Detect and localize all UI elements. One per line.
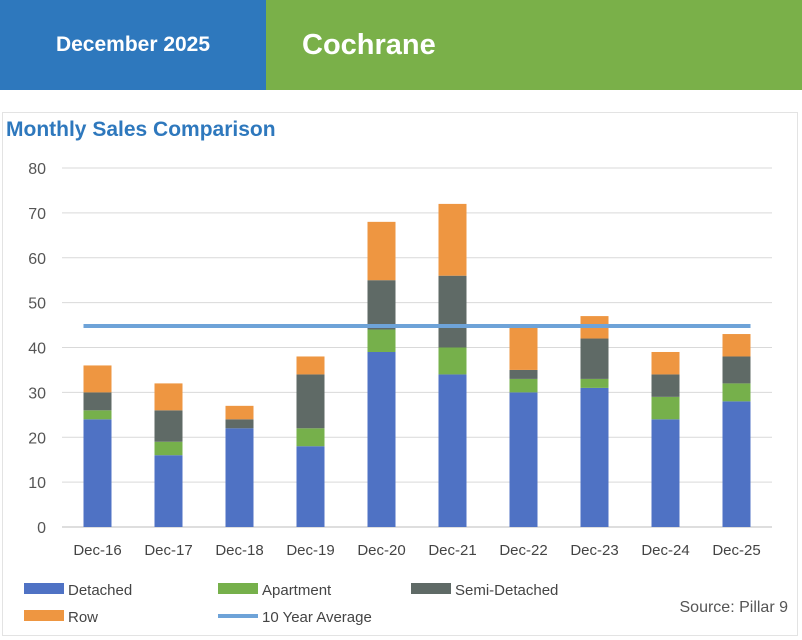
bar-apartment-dec-16 — [83, 410, 112, 420]
y-tick-label: 10 — [28, 475, 46, 492]
bar-detached-dec-23 — [580, 387, 609, 527]
bar-semi-detached-dec-17 — [154, 410, 183, 442]
x-tick-label: Dec-24 — [641, 542, 689, 559]
x-tick-label: Dec-25 — [712, 542, 760, 559]
bar-semi-detached-dec-19 — [296, 374, 325, 429]
legend-label-row: Row — [68, 609, 98, 626]
legend-label-semi-detached: Semi-Detached — [455, 582, 558, 599]
legend-swatch-semi-detached — [411, 583, 451, 594]
y-tick-label: 40 — [28, 341, 46, 358]
report-city: Cochrane — [266, 0, 802, 90]
bar-detached-dec-25 — [722, 401, 751, 527]
x-tick-label: Dec-17 — [144, 542, 192, 559]
bar-semi-detached-dec-20 — [367, 280, 396, 330]
bar-semi-detached-dec-25 — [722, 356, 751, 384]
bar-apartment-dec-25 — [722, 383, 751, 402]
chart-panel — [2, 112, 798, 636]
legend-label-apartment: Apartment — [262, 582, 332, 599]
bar-apartment-dec-21 — [438, 347, 467, 375]
bar-detached-dec-16 — [83, 419, 112, 527]
y-tick-label: 60 — [28, 251, 46, 268]
report-header: December 2025 Cochrane — [0, 0, 802, 90]
x-tick-label: Dec-19 — [286, 542, 334, 559]
bar-row-dec-20 — [367, 221, 396, 281]
bar-semi-detached-dec-18 — [225, 419, 254, 429]
legend-swatch-row — [24, 610, 64, 621]
bar-row-dec-18 — [225, 405, 254, 420]
x-tick-label: Dec-21 — [428, 542, 476, 559]
legend-label-detached: Detached — [68, 582, 132, 599]
y-tick-label: 30 — [28, 385, 46, 402]
bar-apartment-dec-24 — [651, 396, 680, 420]
legend-swatch-apartment — [218, 583, 258, 594]
bar-row-dec-17 — [154, 383, 183, 411]
y-tick-label: 0 — [37, 520, 46, 537]
x-tick-label: Dec-16 — [73, 542, 121, 559]
bar-row-dec-21 — [438, 203, 467, 276]
legend-swatch-detached — [24, 583, 64, 594]
bar-semi-detached-dec-21 — [438, 275, 467, 348]
x-tick-label: Dec-18 — [215, 542, 263, 559]
x-tick-label: Dec-23 — [570, 542, 618, 559]
bar-semi-detached-dec-16 — [83, 392, 112, 411]
bar-detached-dec-22 — [509, 392, 538, 527]
bar-semi-detached-dec-23 — [580, 338, 609, 379]
bar-row-dec-19 — [296, 356, 325, 375]
bar-semi-detached-dec-22 — [509, 369, 538, 379]
bar-row-dec-25 — [722, 334, 751, 357]
bar-detached-dec-20 — [367, 351, 396, 527]
legend-label-10-year-average: 10 Year Average — [262, 609, 372, 626]
report-date: December 2025 — [0, 0, 266, 90]
bar-detached-dec-24 — [651, 419, 680, 527]
bar-detached-dec-18 — [225, 428, 254, 527]
legend: Detached Apartment Semi-Detached Row 10 Year… — [24, 582, 558, 626]
y-tick-label: 70 — [28, 206, 46, 223]
y-tick-label: 50 — [28, 296, 46, 313]
x-tick-label: Dec-20 — [357, 542, 405, 559]
bar-apartment-dec-22 — [509, 378, 538, 393]
x-tick-label: Dec-22 — [499, 542, 547, 559]
bar-detached-dec-21 — [438, 374, 467, 527]
x-axis: Dec-16 Dec-17 Dec-18 Dec-19 Dec-20 Dec-21 Dec-… — [73, 542, 760, 559]
bar-apartment-dec-17 — [154, 441, 183, 456]
bar-row-dec-16 — [83, 365, 112, 393]
bar-row-dec-24 — [651, 351, 680, 375]
bar-detached-dec-19 — [296, 446, 325, 527]
bar-apartment-dec-23 — [580, 378, 609, 388]
bar-apartment-dec-20 — [367, 329, 396, 352]
bar-row-dec-22 — [509, 325, 538, 370]
bar-stacks — [83, 203, 751, 527]
source-note: Source: Pillar 9 — [679, 599, 789, 616]
bar-detached-dec-17 — [154, 455, 183, 527]
y-tick-label: 80 — [28, 161, 46, 178]
bar-semi-detached-dec-24 — [651, 374, 680, 397]
y-tick-label: 20 — [28, 430, 46, 447]
chart-title: Monthly Sales Comparison — [6, 118, 276, 141]
bar-apartment-dec-19 — [296, 428, 325, 447]
